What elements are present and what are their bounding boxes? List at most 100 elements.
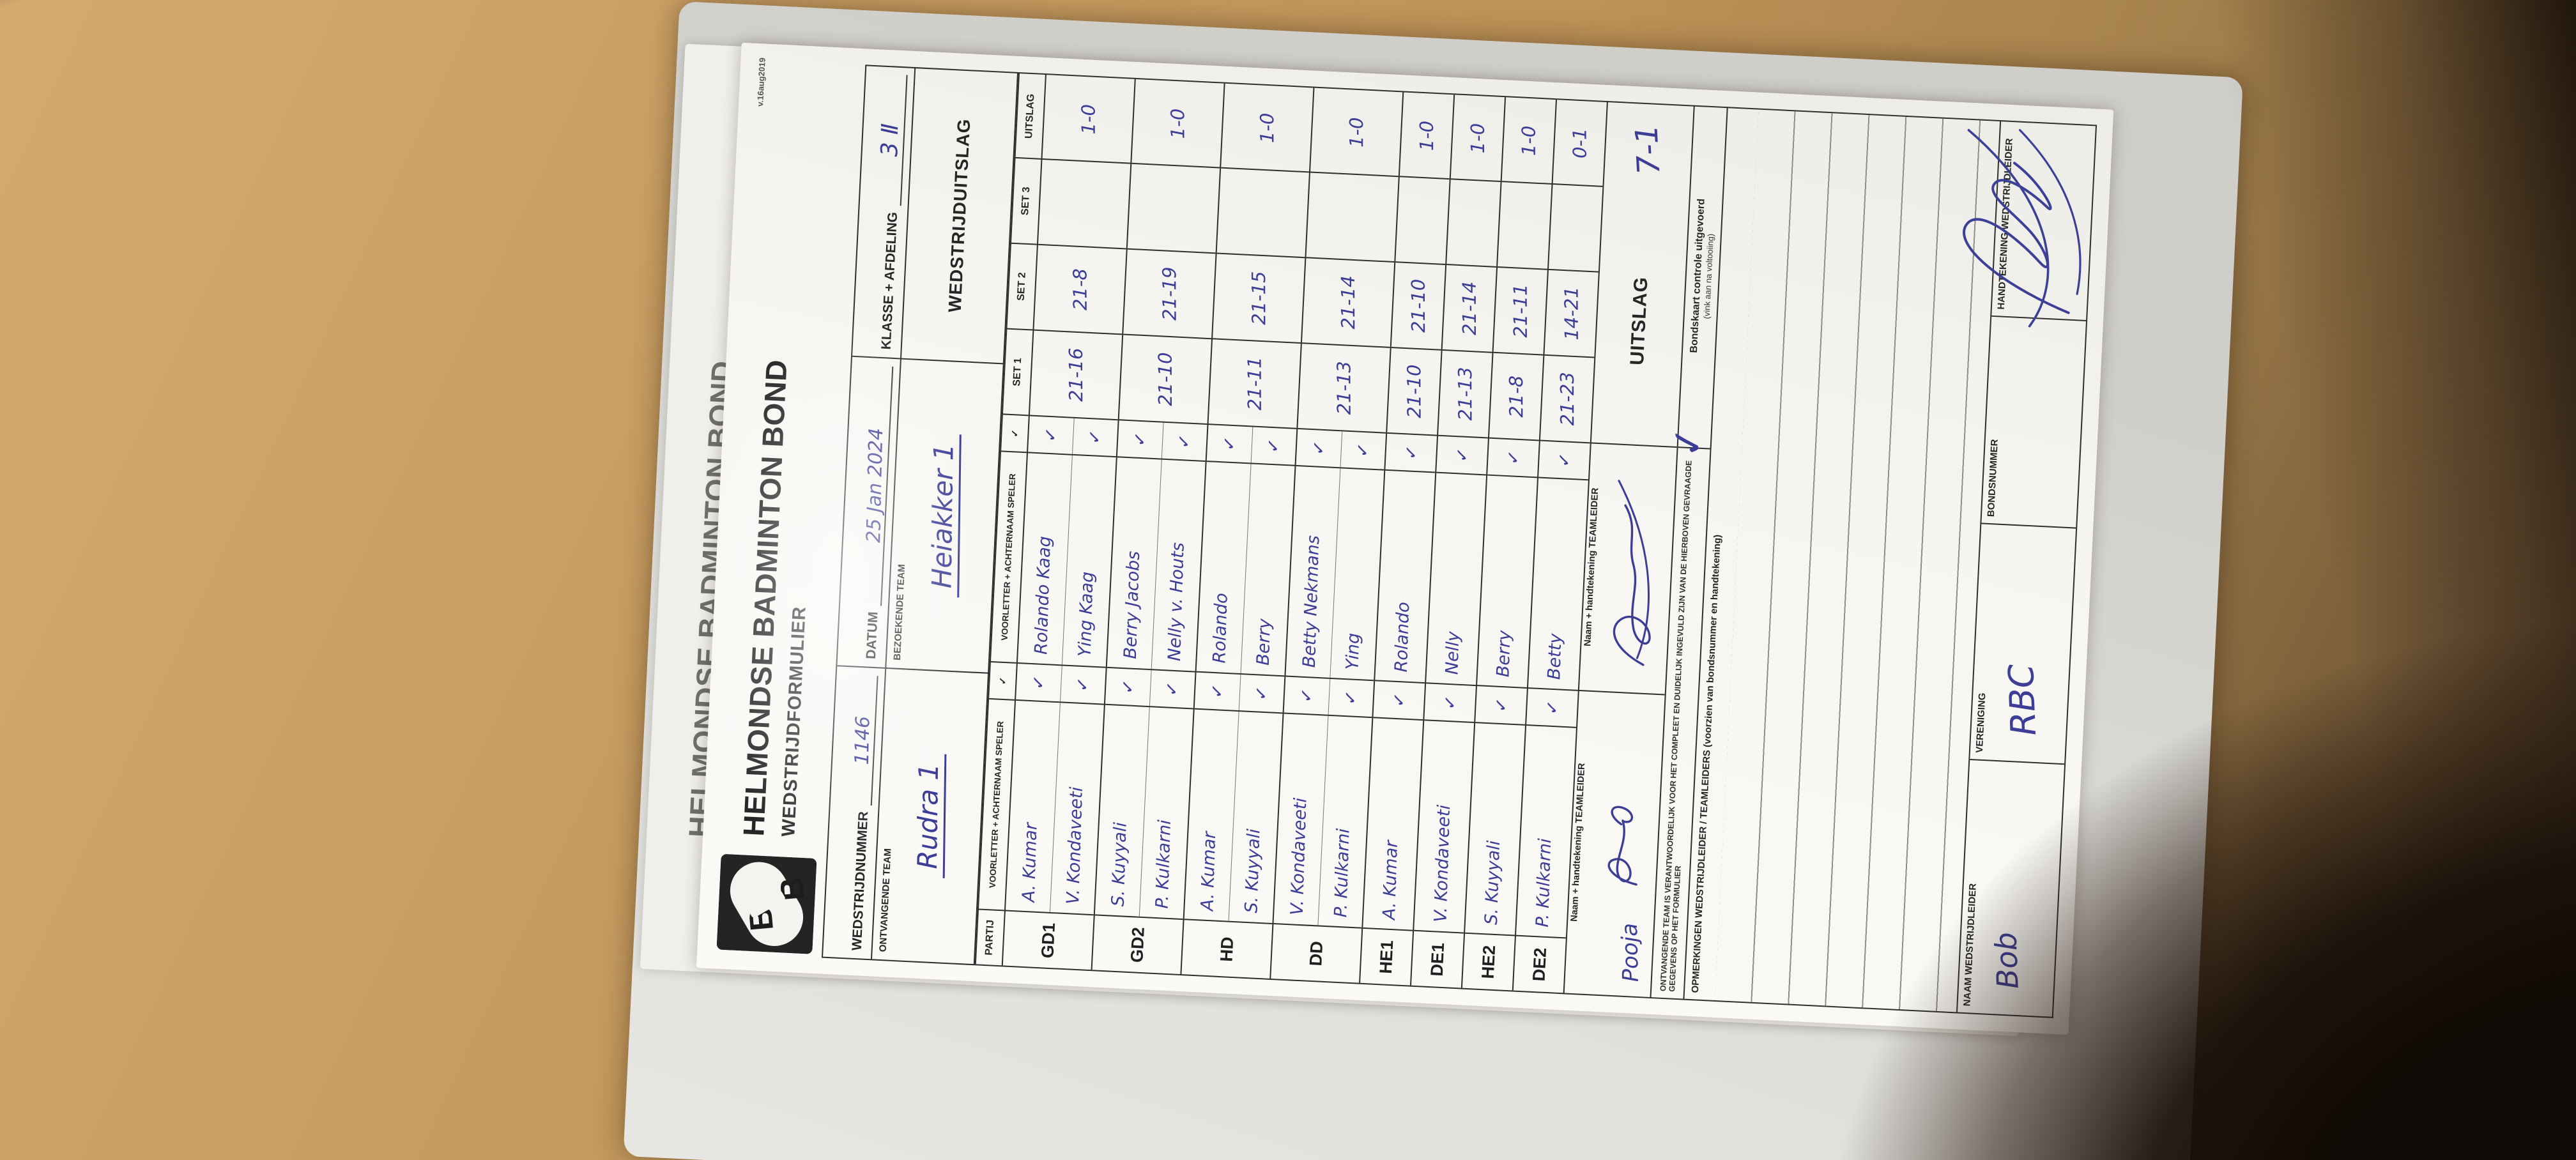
- check-mark: ✓: [1400, 444, 1422, 462]
- header-set3: SET 3: [1011, 158, 1041, 245]
- set-score: 21-13: [1333, 361, 1355, 415]
- set-score: 21-11: [1243, 356, 1266, 411]
- player-name: Berry: [1492, 630, 1515, 678]
- player-name: P. Kulkarni: [1532, 837, 1555, 928]
- set-score: 21-23: [1556, 372, 1579, 426]
- check-mark: ✓: [1161, 680, 1183, 698]
- bezoekende-value: Heiakker 1: [926, 434, 962, 598]
- naam-wedstrijdleider-cell: NAAM WEDSTRIJDLEIDER Bob: [1958, 760, 2064, 1017]
- set-score: 14-21: [1560, 286, 1583, 340]
- set-score: 21-8: [1505, 375, 1528, 418]
- set-score: 21-15: [1248, 271, 1270, 325]
- bezoekende-label: BEZOEKENDE TEAM: [891, 563, 908, 661]
- field-wedstrijduitslag: WEDSTRIJDUITSLAG: [900, 67, 1018, 365]
- player-name: V. Kondaveeti: [1430, 804, 1454, 923]
- form-version: v.16aug2019: [755, 57, 767, 107]
- datum-label: DATUM: [863, 611, 881, 660]
- klasse-label: KLASSE + AFDELING: [878, 211, 901, 350]
- player-name: Betty: [1544, 633, 1566, 680]
- player-name: Betty Nekmans: [1299, 535, 1324, 668]
- match-result: 1-0: [1167, 108, 1189, 139]
- ontvangende-label: ONTVANGENDE TEAM: [877, 848, 894, 952]
- match-result: 1-0: [1466, 123, 1489, 153]
- check-mark: ✓: [1117, 678, 1139, 696]
- handtekening-wedstrijdleider-cell: HANDTEKENING WEDSTRIJDLEIDER: [1963, 119, 2096, 328]
- club-logo: B B: [716, 854, 817, 954]
- wedstrijdleider-signature: [1963, 128, 2082, 328]
- match-result: 1-0: [1415, 120, 1438, 151]
- check-mark: ✓: [1218, 435, 1241, 453]
- set-score: 21-19: [1158, 266, 1181, 321]
- bondsnummer-cell: BONDSNUMMER: [1981, 316, 2087, 529]
- wedstrijdformulier-sheet: B B HELMONDSE BADMINTON BOND WEDSTRIJDFO…: [696, 42, 2114, 1035]
- set-score: 21-13: [1454, 367, 1476, 421]
- field-ontvangende-team: ONTVANGENDE TEAM Rudra 1: [870, 668, 989, 965]
- check-mark: ✓: [1308, 439, 1330, 457]
- home-teamleider-name: Pooja: [1616, 922, 1644, 982]
- final-result-cell: UITSLAG 7-1: [1590, 99, 1694, 448]
- partij-label: DE1: [1427, 942, 1448, 977]
- vereniging-cell: VERENIGING RBC: [1970, 524, 2076, 765]
- ontvangende-value: Rudra 1: [911, 754, 947, 879]
- set-score: 21-10: [1403, 364, 1425, 419]
- player-name: Nelly: [1441, 630, 1464, 675]
- set-score: 21-16: [1064, 347, 1087, 402]
- check-mark: ✓: [1206, 682, 1229, 700]
- check-mark: ✓: [1072, 676, 1094, 694]
- away-teamleider-signature: [1613, 480, 1651, 666]
- player-name: A. Kumar: [1197, 831, 1220, 912]
- uitslag-final-value: 7-1: [1629, 123, 1667, 176]
- player-name: Rolando: [1391, 601, 1413, 673]
- partij-label: GD1: [1037, 922, 1059, 959]
- header-home-check-icon: ✓: [989, 662, 1016, 701]
- uitslag-final-label: UITSLAG: [1626, 276, 1652, 366]
- form-subtitle: WEDSTRIJDFORMULIER: [778, 606, 810, 837]
- header-set1: SET 1: [1002, 329, 1033, 416]
- wedstrijdnummer-label: WEDSTRIJDNUMMER: [849, 811, 871, 951]
- header-uitslag: UITSLAG: [1015, 74, 1045, 160]
- klasse-value: 3 Ⅱ: [877, 123, 904, 157]
- check-mark: ✓: [1084, 428, 1107, 446]
- player-name: Ying: [1342, 632, 1364, 671]
- player-name: S. Kuyyali: [1241, 828, 1264, 913]
- klasse-blank: 3 Ⅱ: [873, 73, 908, 206]
- check-mark: ✓: [1490, 696, 1512, 714]
- check-mark: ✓: [1541, 699, 1563, 717]
- check-mark: ✓: [1262, 437, 1285, 455]
- check-mark: ✓: [1388, 691, 1410, 709]
- player-name: Berry: [1254, 618, 1275, 666]
- set-score: 21-8: [1069, 268, 1091, 311]
- away-teamleider-cell: Naam + handtekening TEAMLEIDER: [1577, 443, 1677, 696]
- match-result: 1-0: [1517, 125, 1540, 156]
- partij-label: HD: [1216, 936, 1237, 963]
- check-mark: ✓: [1340, 689, 1362, 707]
- bondsnummer-label: BONDSNUMMER: [1985, 439, 2000, 517]
- partij-label: DE2: [1529, 947, 1550, 982]
- match-result: 1-0: [1077, 103, 1100, 135]
- check-mark: ✓: [1296, 687, 1318, 705]
- player-name: A. Kumar: [1018, 822, 1041, 903]
- datum-value: 25 Jan 2024: [862, 427, 888, 544]
- datum-blank: 25 Jan 2024: [858, 365, 894, 606]
- header-set2: SET 2: [1007, 243, 1037, 331]
- partij-label: HE1: [1376, 940, 1397, 975]
- header-partij: PARTIJ: [983, 919, 997, 956]
- check-mark: ✓: [1173, 432, 1195, 450]
- naam-wedstrijdleider-label: NAAM WEDSTRIJDLEIDER: [1961, 883, 1979, 1007]
- check-mark: ✓: [1250, 685, 1273, 703]
- match-result: 0-1: [1568, 128, 1591, 158]
- player-name: P. Kulkarni: [1152, 819, 1176, 909]
- player-name: V. Kondaveeti: [1287, 797, 1311, 916]
- set-score: 21-10: [1154, 352, 1177, 406]
- check-mark: ✓: [1352, 441, 1374, 459]
- wedstrijduitslag-label: WEDSTRIJDUITSLAG: [944, 118, 974, 313]
- check-mark: ✓: [1439, 694, 1461, 712]
- match-result: 1-0: [1256, 112, 1278, 143]
- player-name: A. Kumar: [1379, 840, 1402, 920]
- partij-label: DD: [1305, 940, 1326, 967]
- set-score: 21-11: [1509, 284, 1531, 338]
- set-score: 21-14: [1337, 275, 1360, 330]
- vereniging-value: RBC: [2000, 663, 2044, 737]
- player-name: Rolando: [1209, 592, 1232, 664]
